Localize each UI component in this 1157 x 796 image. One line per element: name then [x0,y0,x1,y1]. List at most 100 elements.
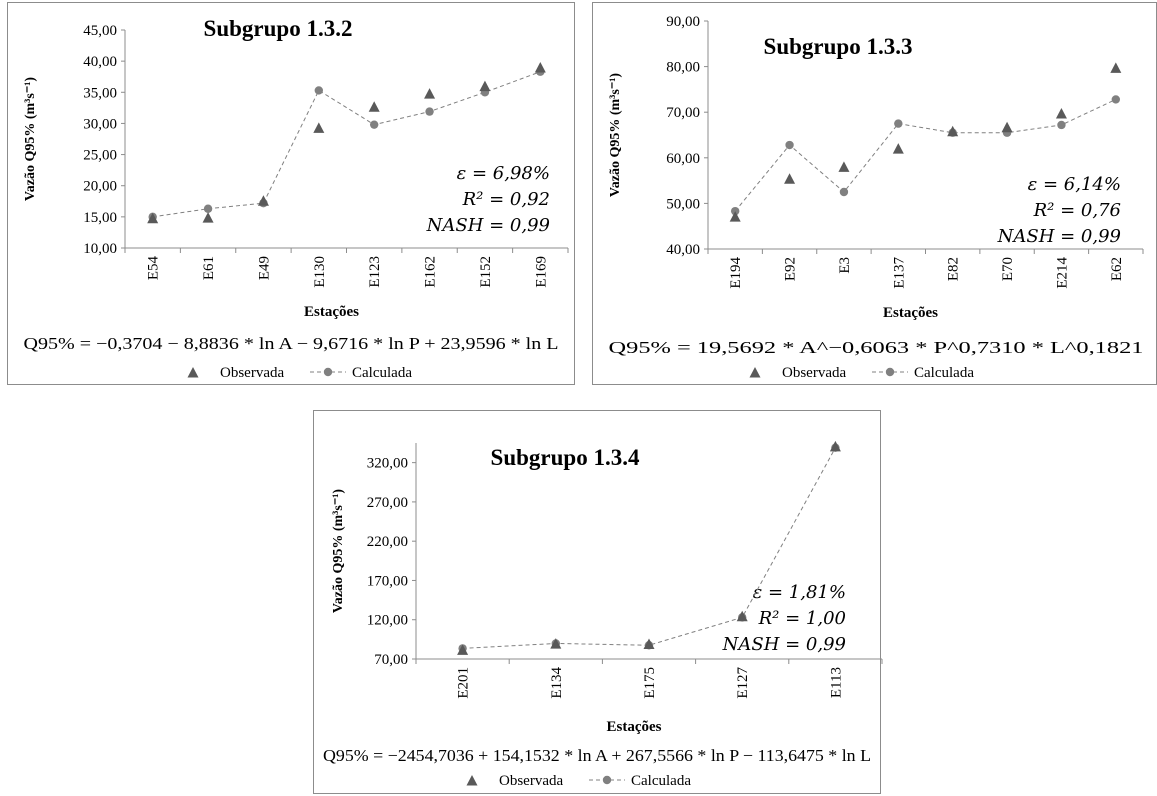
y-tick-label: 15,00 [83,210,117,226]
legend-calculada-marker [323,367,333,377]
point-calculada [839,187,849,197]
point-observada [534,61,546,73]
x-category-label: E82 [946,257,962,281]
legend-observada-label: Observada [499,773,563,789]
stat-annotation: NASH = 0,99 [997,226,1121,247]
regression-equation: Q95% = −0,3704 − 8,8836 * ln A − 9,6716 … [24,334,559,353]
chart-svg-subgrupo-133: 40,00 50,00 60,00 70,00 80,00 90,00 E194 E92 E3 E… [608,14,1144,381]
stat-annotation: ε = 1,81% [753,582,846,603]
y-tick-label: 30,00 [83,116,117,132]
point-observada [829,440,841,452]
point-calculada [785,140,794,150]
point-observada [550,638,562,649]
stat-annotation: R² = 0,76 [1033,200,1121,221]
y-tick-label: 220,00 [367,534,408,550]
chart-svg-subgrupo-134: 70,00 120,00 170,00 220,00 270,00 320,00 E201 E… [323,440,883,789]
stat-annotation: R² = 0,92 [462,189,550,210]
point-observada [784,173,796,184]
y-tick-label: 170,00 [367,573,408,589]
chart-title: Subgrupo 1.3.3 [764,34,913,59]
y-tick-label: 80,00 [666,60,700,76]
point-observada [1055,108,1067,119]
x-axis-label: Estações [607,719,662,735]
x-category-label: E127 [735,667,751,699]
legend-observada-marker [466,775,478,786]
x-category-label: E49 [256,256,272,280]
point-observada [147,212,159,224]
regression-equation: Q95% = −2454,7036 + 154,1532 * ln A + 26… [323,746,871,765]
y-tick-label: 120,00 [367,613,408,629]
point-calculada [894,119,903,128]
point-observada [1001,121,1013,133]
x-category-label: E3 [837,257,853,274]
legend-calculada-marker [602,775,612,785]
y-tick-label: 90,00 [666,14,700,30]
x-axis-label: Estações [883,305,938,321]
x-category-label: E214 [1054,257,1070,289]
point-calculada [1057,120,1066,130]
y-tick-label: 70,00 [374,652,408,668]
y-tick-label: 20,00 [83,179,117,195]
legend-observada-label: Observada [782,365,846,381]
stat-annotation: ε = 6,98% [457,163,550,184]
point-observada [838,161,850,172]
chart-panel-subgrupo-133: 40,00 50,00 60,00 70,00 80,00 90,00 E194 E92 E3 E… [592,2,1157,385]
point-calculada [203,204,213,213]
legend-observada-marker [187,367,199,378]
y-axis-label: Vazão Q95% (m³s⁻¹) [23,77,38,201]
point-calculada [369,120,379,129]
x-category-label: E92 [783,257,799,281]
series-calculada-line [734,98,1117,212]
x-category-label: E194 [728,257,744,289]
x-category-label: E162 [423,256,439,288]
legend: Observada Calculada [466,773,691,789]
chart-svg-subgrupo-132: 10,00 15,00 20,00 25,00 30,00 35,00 40,00 45,00… [23,16,569,381]
point-calculada [314,86,324,95]
legend: Observada Calculada [187,365,412,381]
point-observada [892,143,904,154]
point-observada [368,101,380,112]
legend-observada-label: Observada [220,365,284,381]
stat-annotation: NASH = 0,99 [426,215,550,236]
y-tick-label: 50,00 [666,196,700,212]
point-observada [736,610,748,622]
x-axis-label: Estações [304,304,359,320]
y-tick-label: 60,00 [666,151,700,167]
x-category-label: E152 [478,256,494,288]
chart-title: Subgrupo 1.3.4 [491,445,640,470]
legend: Observada Calculada [749,365,974,381]
point-observada [729,211,741,222]
x-category-label: E61 [201,256,217,280]
x-category-label: E123 [367,256,383,288]
point-calculada [1111,95,1121,104]
x-category-label: E134 [549,667,565,699]
x-category-label: E175 [642,667,658,699]
point-observada [1110,62,1122,73]
legend-calculada-label: Calculada [631,773,691,789]
x-category-label: E113 [828,667,844,698]
point-observada [202,212,214,223]
x-category-label: E169 [533,256,549,288]
point-observada [257,195,269,206]
regression-equation: Q95% = 19,5692 * A^−0,6063 * P^0,7310 * … [609,338,1144,357]
point-observada [424,88,436,99]
legend-calculada-label: Calculada [352,365,412,381]
legend-calculada-label: Calculada [914,365,974,381]
x-category-label: E130 [312,256,328,288]
stat-annotation: R² = 1,00 [758,608,846,629]
legend-observada-marker [749,367,761,378]
y-tick-label: 270,00 [367,495,408,511]
point-observada [643,638,655,649]
y-tick-label: 35,00 [83,85,117,101]
chart-title: Subgrupo 1.3.2 [204,16,353,41]
y-tick-label: 70,00 [666,105,700,121]
point-calculada [425,107,434,116]
x-category-label: E62 [1109,257,1125,281]
y-axis-label: Vazão Q95% (m³s⁻¹) [608,73,623,197]
y-tick-label: 45,00 [83,23,117,39]
x-category-label: E137 [891,257,907,289]
y-tick-label: 25,00 [83,148,117,164]
stat-annotation: NASH = 0,99 [722,634,846,655]
y-tick-label: 320,00 [367,456,408,472]
chart-panel-subgrupo-132: 10,00 15,00 20,00 25,00 30,00 35,00 40,00 45,00… [7,2,575,385]
